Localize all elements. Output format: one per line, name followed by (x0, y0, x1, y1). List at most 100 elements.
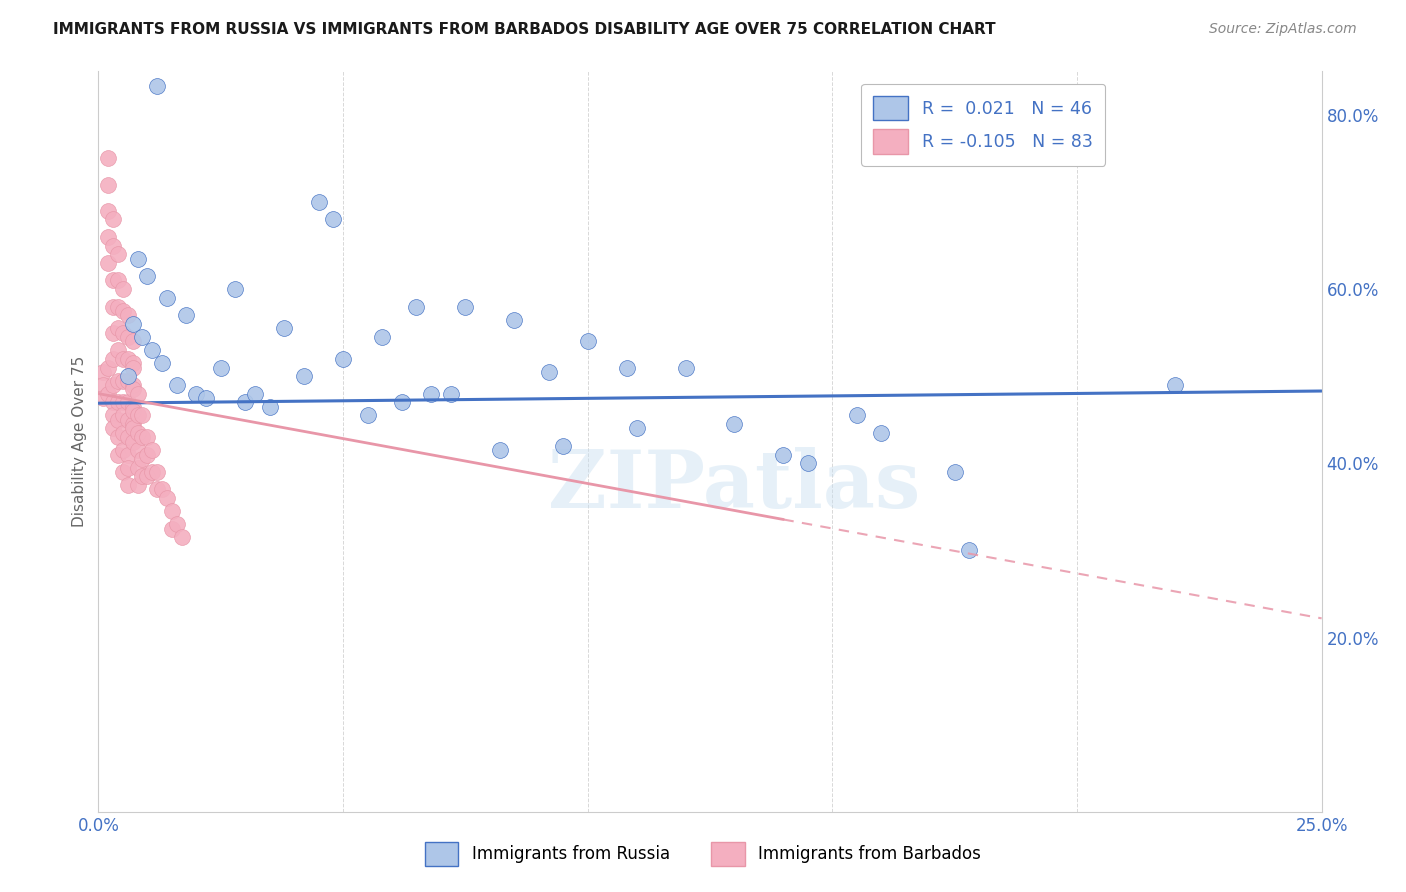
Point (101, 238, 124, 252)
Point (107, 273, 129, 287)
Point (111, 443, 134, 458)
Point (121, 334, 143, 349)
Point (356, 409, 378, 423)
Point (156, 291, 179, 305)
Point (121, 378, 143, 392)
Point (957, 543, 980, 558)
Point (111, 326, 134, 340)
Point (259, 400, 281, 414)
Point (943, 465, 966, 479)
Point (117, 413, 139, 427)
Point (243, 386, 266, 401)
Point (440, 386, 463, 401)
Point (107, 430, 129, 444)
Point (420, 386, 443, 401)
Point (488, 443, 510, 458)
Y-axis label: Disability Age Over 75: Disability Age Over 75 (72, 356, 87, 527)
Point (121, 356, 143, 370)
Point (101, 421, 124, 435)
Point (503, 312, 526, 326)
Point (166, 517, 188, 532)
Point (371, 330, 394, 344)
Point (101, 409, 124, 423)
Point (131, 330, 153, 344)
Point (127, 478, 149, 492)
Point (131, 452, 153, 467)
Point (136, 448, 159, 462)
Point (107, 374, 129, 388)
Point (101, 212, 124, 227)
Point (176, 308, 198, 322)
Point (292, 369, 315, 384)
Point (616, 360, 638, 375)
Point (117, 460, 139, 475)
Point (1164, 378, 1187, 392)
Point (166, 378, 188, 392)
Point (121, 317, 143, 331)
Text: ZIPatlas: ZIPatlas (548, 447, 921, 525)
Point (141, 443, 163, 458)
Point (117, 330, 139, 344)
Point (537, 365, 560, 379)
Point (97, 152, 120, 166)
Point (772, 448, 794, 462)
Point (156, 491, 179, 505)
Point (127, 252, 149, 266)
Point (170, 530, 193, 544)
Point (150, 483, 173, 497)
Text: Source: ZipAtlas.com: Source: ZipAtlas.com (1209, 22, 1357, 37)
Point (117, 374, 139, 388)
Point (233, 395, 256, 409)
Point (97, 256, 120, 270)
Point (117, 369, 139, 384)
Point (136, 469, 159, 483)
Point (101, 300, 124, 314)
Point (195, 391, 218, 405)
Point (97, 178, 120, 192)
Point (150, 356, 173, 370)
Point (107, 395, 129, 409)
Point (117, 308, 139, 322)
Legend: R =  0.021   N = 46, R = -0.105   N = 83: R = 0.021 N = 46, R = -0.105 N = 83 (862, 84, 1105, 166)
Point (111, 395, 134, 409)
Point (127, 425, 149, 440)
Point (101, 326, 124, 340)
Point (121, 400, 143, 414)
Point (870, 425, 893, 440)
Point (101, 273, 124, 287)
Point (101, 378, 124, 392)
Point (97, 203, 120, 218)
Legend: Immigrants from Russia, Immigrants from Barbados: Immigrants from Russia, Immigrants from … (412, 829, 994, 880)
Point (131, 409, 153, 423)
Point (322, 212, 344, 227)
Point (308, 194, 330, 209)
Point (97, 230, 120, 244)
Point (107, 321, 129, 335)
Point (675, 360, 697, 375)
Point (111, 282, 134, 296)
Point (845, 409, 868, 423)
Point (121, 360, 143, 375)
Point (141, 465, 163, 479)
Point (723, 417, 745, 431)
Point (273, 321, 295, 335)
Point (107, 343, 129, 357)
Point (111, 374, 134, 388)
Text: IMMIGRANTS FROM RUSSIA VS IMMIGRANTS FROM BARBADOS DISABILITY AGE OVER 75 CORREL: IMMIGRANTS FROM RUSSIA VS IMMIGRANTS FRO… (53, 22, 995, 37)
Point (136, 430, 159, 444)
Point (454, 300, 477, 314)
Point (127, 386, 149, 401)
Point (117, 448, 139, 462)
Point (107, 247, 129, 261)
Point (121, 434, 143, 449)
Point (101, 351, 124, 366)
Point (117, 395, 139, 409)
Point (111, 425, 134, 440)
Point (91, 391, 114, 405)
Point (111, 351, 134, 366)
Point (141, 343, 163, 357)
Point (136, 268, 159, 283)
Point (146, 79, 169, 94)
Point (121, 382, 143, 396)
Point (107, 300, 129, 314)
